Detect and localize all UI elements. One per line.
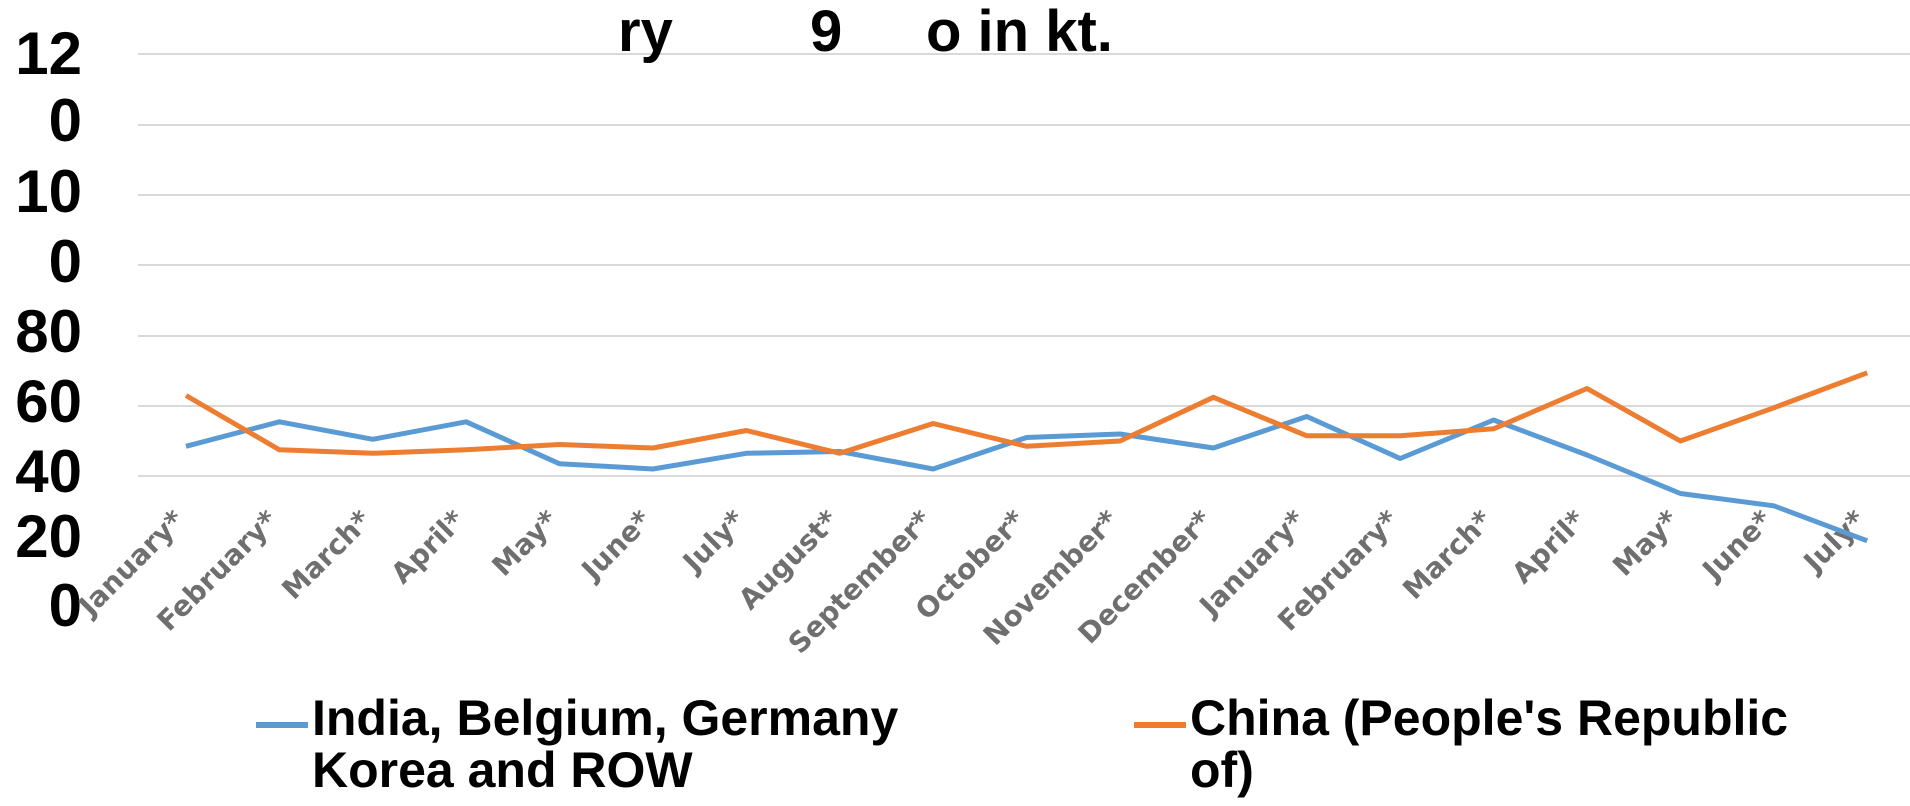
x-tick-label: June*	[1695, 503, 1779, 587]
chart-title-fragment: 9	[810, 0, 843, 64]
gridlines	[138, 53, 1910, 477]
x-tick-label: March*	[275, 503, 378, 606]
y-tick-label: 60	[15, 368, 82, 435]
x-tick-label: July*	[1796, 503, 1873, 580]
legend-item-series-2: China (People's Republic of)	[1134, 692, 1830, 796]
y-tick-label: 20	[15, 503, 82, 570]
y-tick-label: 80	[15, 298, 82, 365]
series-lines	[184, 370, 1869, 544]
legend-line-swatch	[256, 722, 308, 728]
x-tick-label: May*	[1606, 503, 1685, 582]
legend-item-series-1: India, Belgium, Germany Korea and ROW	[256, 692, 952, 796]
x-tick-label: May*	[485, 503, 564, 582]
series-line-2	[184, 370, 1869, 456]
y-tick-label: 12	[15, 20, 82, 87]
x-tick-label: April*	[1505, 503, 1592, 590]
legend-label: India, Belgium, Germany Korea and ROW	[312, 690, 899, 798]
chart-title-fragment: o in kt.	[926, 0, 1113, 64]
legend-line-swatch	[1134, 722, 1186, 728]
x-tick-label: April*	[385, 503, 472, 590]
x-tick-label: March*	[1396, 503, 1499, 606]
legend-label: China (People's Republic of)	[1190, 690, 1789, 798]
y-tick-label: 0	[49, 572, 82, 639]
x-axis-tick-labels: January*February*March* April* May* June* Ju…	[71, 503, 1873, 660]
series-line-1	[185, 414, 1869, 544]
x-tick-label: July*	[675, 503, 752, 580]
y-tick-label: 40	[15, 438, 82, 505]
x-tick-label: June*	[574, 503, 658, 587]
y-tick-label: 10	[15, 158, 82, 225]
y-tick-label: 0	[49, 87, 82, 154]
chart-title-fragment: ry	[618, 0, 673, 64]
y-tick-label: 0	[49, 228, 82, 295]
